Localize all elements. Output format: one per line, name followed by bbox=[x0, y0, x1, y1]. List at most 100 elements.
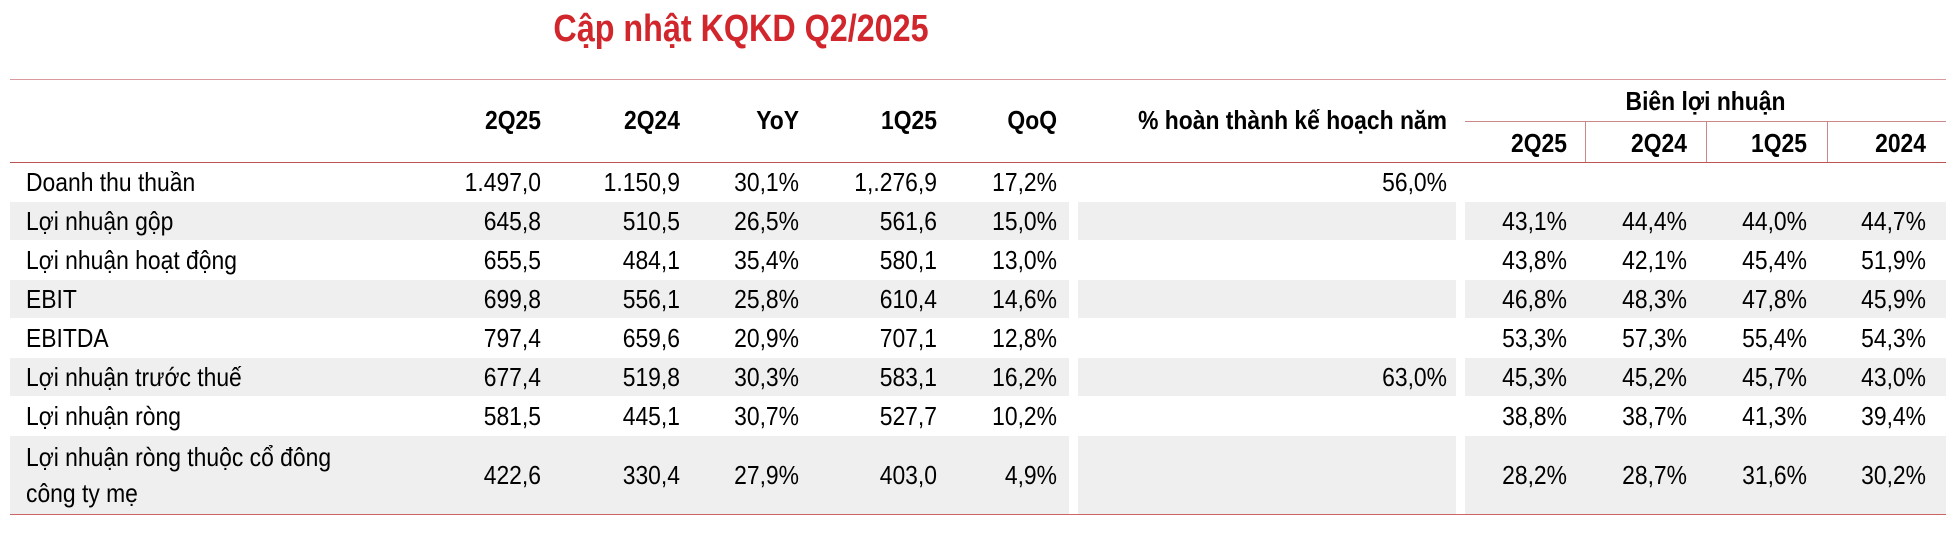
row-label: EBIT bbox=[26, 283, 77, 314]
margin-cell: 43,1% bbox=[1502, 205, 1567, 236]
margin-cell: 42,1% bbox=[1622, 244, 1687, 275]
margin-column-header: 1Q25 bbox=[1751, 128, 1807, 158]
margin-cell: 28,7% bbox=[1622, 459, 1687, 490]
row-band bbox=[10, 358, 1069, 396]
column-header: QoQ bbox=[1007, 105, 1057, 135]
cell: 659,6 bbox=[622, 322, 680, 353]
row-band bbox=[1078, 358, 1456, 396]
row-band bbox=[10, 202, 1069, 240]
margin-cell: 38,7% bbox=[1622, 400, 1687, 431]
cell: 645,8 bbox=[483, 205, 541, 236]
cell: 484,1 bbox=[622, 244, 680, 275]
margin-cell: 44,0% bbox=[1742, 205, 1807, 236]
row-label: Lợi nhuận gộp bbox=[26, 205, 174, 236]
title: Cập nhật KQKD Q2/2025 bbox=[553, 8, 929, 50]
row-band bbox=[10, 436, 1069, 514]
column-header: YoY bbox=[756, 105, 799, 135]
margin-cell: 44,7% bbox=[1861, 205, 1926, 236]
cell: 14,6% bbox=[992, 283, 1057, 314]
cell: 707,1 bbox=[879, 322, 937, 353]
cell: 403,0 bbox=[879, 459, 937, 490]
cell: 677,4 bbox=[483, 361, 541, 392]
margin-cell: 45,4% bbox=[1742, 244, 1807, 275]
cell: 35,4% bbox=[734, 244, 799, 275]
cell: 63,0% bbox=[1382, 361, 1447, 392]
column-header: 2Q25 bbox=[485, 105, 541, 135]
margin-cell: 43,8% bbox=[1502, 244, 1567, 275]
margin-cell: 57,3% bbox=[1622, 322, 1687, 353]
margin-cell: 44,4% bbox=[1622, 205, 1687, 236]
row-band bbox=[1465, 436, 1946, 514]
row-label: Lợi nhuận hoạt động bbox=[26, 244, 237, 275]
row-label: Doanh thu thuần bbox=[26, 166, 196, 197]
row-label: công ty mẹ bbox=[26, 477, 138, 508]
margin-cell: 28,2% bbox=[1502, 459, 1567, 490]
cell: 330,4 bbox=[622, 459, 680, 490]
row-label: EBITDA bbox=[26, 322, 109, 353]
cell: 583,1 bbox=[879, 361, 937, 392]
group-rule bbox=[1465, 121, 1946, 122]
margin-cell: 46,8% bbox=[1502, 283, 1567, 314]
margin-column-header: 2Q24 bbox=[1631, 128, 1687, 158]
cell: 10,2% bbox=[992, 400, 1057, 431]
cell: 510,5 bbox=[622, 205, 680, 236]
margin-cell: 47,8% bbox=[1742, 283, 1807, 314]
top-rule bbox=[10, 79, 1946, 80]
margin-cell: 45,2% bbox=[1622, 361, 1687, 392]
cell: 4,9% bbox=[1004, 459, 1057, 490]
margin-cell: 45,3% bbox=[1502, 361, 1567, 392]
row-label: Lợi nhuận trước thuế bbox=[26, 361, 242, 392]
column-header: 2Q24 bbox=[624, 105, 680, 135]
margin-cell: 30,2% bbox=[1861, 459, 1926, 490]
column-header: % hoàn thành kế hoạch năm bbox=[1138, 105, 1447, 135]
margin-cell: 38,8% bbox=[1502, 400, 1567, 431]
cell: 1.150,9 bbox=[603, 166, 680, 197]
margin-cell: 43,0% bbox=[1861, 361, 1926, 392]
row-label: Lợi nhuận ròng bbox=[26, 400, 181, 431]
row-label: Lợi nhuận ròng thuộc cổ đông bbox=[26, 441, 332, 472]
cell: 17,2% bbox=[992, 166, 1057, 197]
row-band bbox=[1465, 358, 1946, 396]
cell: 15,0% bbox=[992, 205, 1057, 236]
margin-cell: 48,3% bbox=[1622, 283, 1687, 314]
cell: 56,0% bbox=[1382, 166, 1447, 197]
margin-cell: 51,9% bbox=[1861, 244, 1926, 275]
cell: 12,8% bbox=[992, 322, 1057, 353]
margin-cell: 45,7% bbox=[1742, 361, 1807, 392]
header-rule bbox=[10, 162, 1946, 163]
cell: 1,.276,9 bbox=[854, 166, 937, 197]
margin-cell: 39,4% bbox=[1861, 400, 1926, 431]
cell: 30,7% bbox=[734, 400, 799, 431]
cell: 20,9% bbox=[734, 322, 799, 353]
column-header: 1Q25 bbox=[881, 105, 937, 135]
cell: 25,8% bbox=[734, 283, 799, 314]
cell: 561,6 bbox=[879, 205, 937, 236]
cell: 556,1 bbox=[622, 283, 680, 314]
margin-cell: 54,3% bbox=[1861, 322, 1926, 353]
cell: 797,4 bbox=[483, 322, 541, 353]
margin-column-header: 2Q25 bbox=[1511, 128, 1567, 158]
cell: 519,8 bbox=[622, 361, 680, 392]
cell: 13,0% bbox=[992, 244, 1057, 275]
cell: 699,8 bbox=[483, 283, 541, 314]
cell: 580,1 bbox=[879, 244, 937, 275]
cell: 16,2% bbox=[992, 361, 1057, 392]
separator bbox=[1827, 121, 1828, 162]
row-band bbox=[1465, 280, 1946, 318]
row-band bbox=[1465, 202, 1946, 240]
row-band bbox=[1078, 202, 1456, 240]
row-band bbox=[1078, 280, 1456, 318]
cell: 581,5 bbox=[483, 400, 541, 431]
cell: 1.497,0 bbox=[464, 166, 541, 197]
margin-column-header: 2024 bbox=[1875, 128, 1926, 158]
cell: 26,5% bbox=[734, 205, 799, 236]
cell: 30,3% bbox=[734, 361, 799, 392]
cell: 445,1 bbox=[622, 400, 680, 431]
cell: 30,1% bbox=[734, 166, 799, 197]
cell: 27,9% bbox=[734, 459, 799, 490]
row-band bbox=[1078, 436, 1456, 514]
cell: 527,7 bbox=[879, 400, 937, 431]
separator bbox=[1585, 121, 1586, 162]
separator bbox=[1706, 121, 1707, 162]
